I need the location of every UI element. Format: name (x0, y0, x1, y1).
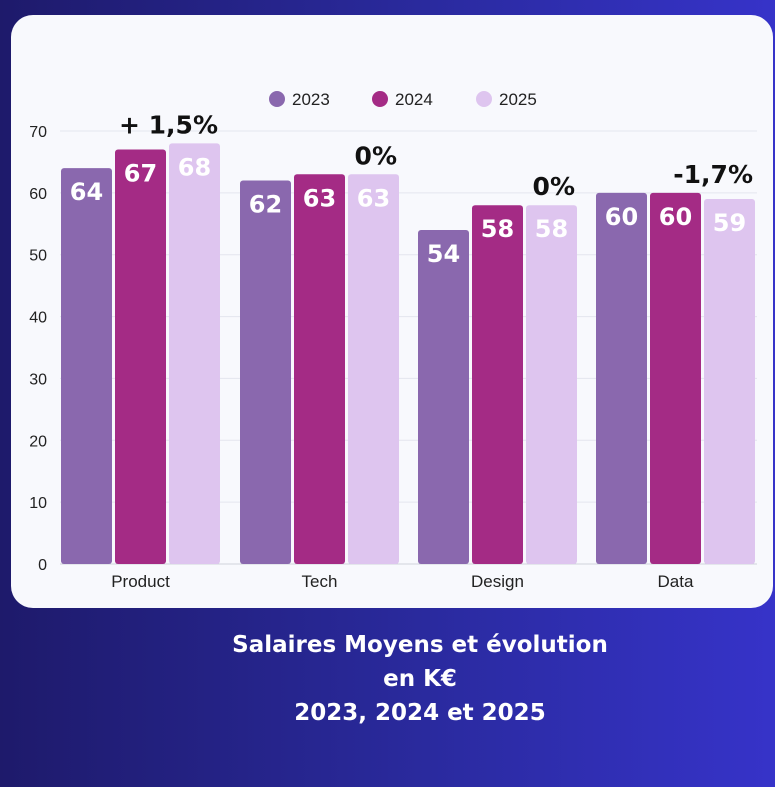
y-tick-label: 50 (29, 248, 47, 265)
data-label: 59 (713, 209, 746, 237)
caption-line-1: Salaires Moyens et évolution (232, 632, 608, 658)
caption-line-3: 2023, 2024 et 2025 (294, 700, 546, 726)
bar-tech-2025 (348, 174, 399, 565)
data-label: 60 (659, 203, 692, 231)
data-label: 63 (303, 184, 336, 212)
y-tick-label: 10 (29, 495, 47, 512)
bar-product-2024 (115, 149, 166, 565)
annotation-design: 0% (533, 172, 575, 201)
bar-design-2023 (418, 229, 469, 564)
data-label: 64 (70, 178, 103, 206)
legend-label-2025: 2025 (499, 90, 537, 109)
chart-card: 0 10 20 30 40 50 60 70 64 67 68 Product + 1,5% 62 63 63… (11, 15, 773, 608)
bar-product-2025 (169, 143, 220, 564)
bar-design-2025 (526, 205, 577, 564)
bar-data-2023 (596, 192, 647, 564)
x-tick-label: Product (111, 572, 170, 591)
data-label: 58 (481, 215, 514, 243)
data-label: 62 (249, 190, 282, 218)
legend-label-2023: 2023 (292, 90, 330, 109)
annotation-tech: 0% (355, 141, 397, 170)
legend-marker-2024 (372, 91, 388, 107)
x-tick-label: Design (471, 572, 524, 591)
y-tick-label: 30 (29, 371, 47, 388)
y-tick-label: 40 (29, 310, 47, 327)
legend-marker-2023 (269, 91, 285, 107)
annotation-data: -1,7% (673, 160, 753, 189)
legend-label-2024: 2024 (395, 90, 433, 109)
data-label: 68 (178, 153, 211, 181)
legend-marker-2025 (476, 91, 492, 107)
bar-data-2024 (650, 192, 701, 564)
bar-data-2025 (704, 199, 755, 565)
y-tick-label: 70 (29, 124, 47, 141)
y-tick-label: 20 (29, 433, 47, 450)
bar-tech-2023 (240, 180, 291, 564)
bar-chart: 0 10 20 30 40 50 60 70 64 67 68 Product + 1,5% 62 63 63… (29, 90, 757, 591)
bar-design-2024 (472, 205, 523, 564)
data-label: 63 (357, 184, 390, 212)
bar-tech-2024 (294, 174, 345, 565)
data-label: 54 (427, 240, 460, 268)
y-tick-label: 60 (29, 186, 47, 203)
y-tick-label: 0 (38, 557, 47, 574)
chart-caption: Salaires Moyens et évolution en K€ 2023,… (160, 628, 680, 730)
data-label: 60 (605, 203, 638, 231)
data-label: 58 (535, 215, 568, 243)
bar-product-2023 (61, 168, 112, 564)
x-tick-label: Tech (302, 572, 338, 591)
data-label: 67 (124, 160, 157, 188)
caption-line-2: en K€ (383, 666, 457, 692)
annotation-product: + 1,5% (119, 110, 218, 139)
x-tick-label: Data (658, 572, 694, 591)
